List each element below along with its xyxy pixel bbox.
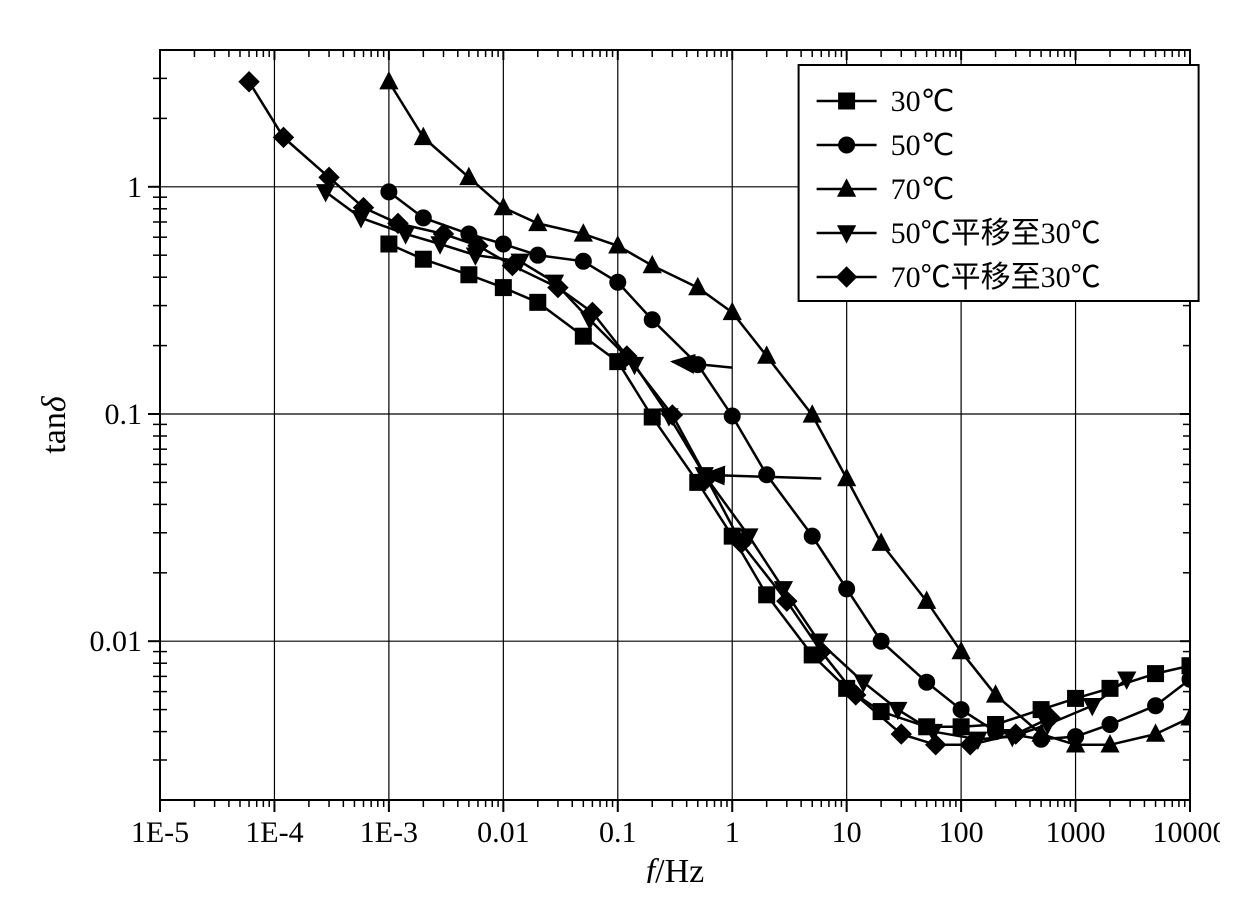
svg-text:tanδ: tanδ — [36, 395, 73, 454]
chart-container: 1E-5 1E-4 1E-3 0.01 0.1 1 10 100 1000 10000 0.01 0.… — [20, 20, 1220, 883]
svg-text:1: 1 — [725, 816, 740, 849]
svg-text:0.01: 0.01 — [477, 816, 530, 849]
svg-text:0.1: 0.1 — [599, 816, 637, 849]
svg-text:f/Hz: f/Hz — [646, 853, 705, 883]
svg-text:1E-5: 1E-5 — [131, 816, 189, 849]
svg-text:30℃: 30℃ — [891, 85, 955, 118]
svg-text:1: 1 — [127, 171, 142, 204]
svg-text:10: 10 — [832, 816, 862, 849]
svg-text:70℃平移至30℃: 70℃平移至30℃ — [891, 261, 1101, 294]
svg-text:1E-4: 1E-4 — [245, 816, 303, 849]
svg-text:100: 100 — [939, 816, 984, 849]
svg-text:50℃: 50℃ — [891, 129, 955, 162]
svg-text:0.01: 0.01 — [90, 625, 143, 658]
tan-delta-chart: 1E-5 1E-4 1E-3 0.01 0.1 1 10 100 1000 10000 0.01 0.… — [20, 20, 1220, 883]
svg-text:50℃平移至30℃: 50℃平移至30℃ — [891, 217, 1101, 250]
svg-text:1E-3: 1E-3 — [360, 816, 418, 849]
svg-text:70℃: 70℃ — [891, 173, 955, 206]
svg-text:10000: 10000 — [1153, 816, 1221, 849]
svg-text:1000: 1000 — [1046, 816, 1106, 849]
svg-text:0.1: 0.1 — [105, 398, 143, 431]
